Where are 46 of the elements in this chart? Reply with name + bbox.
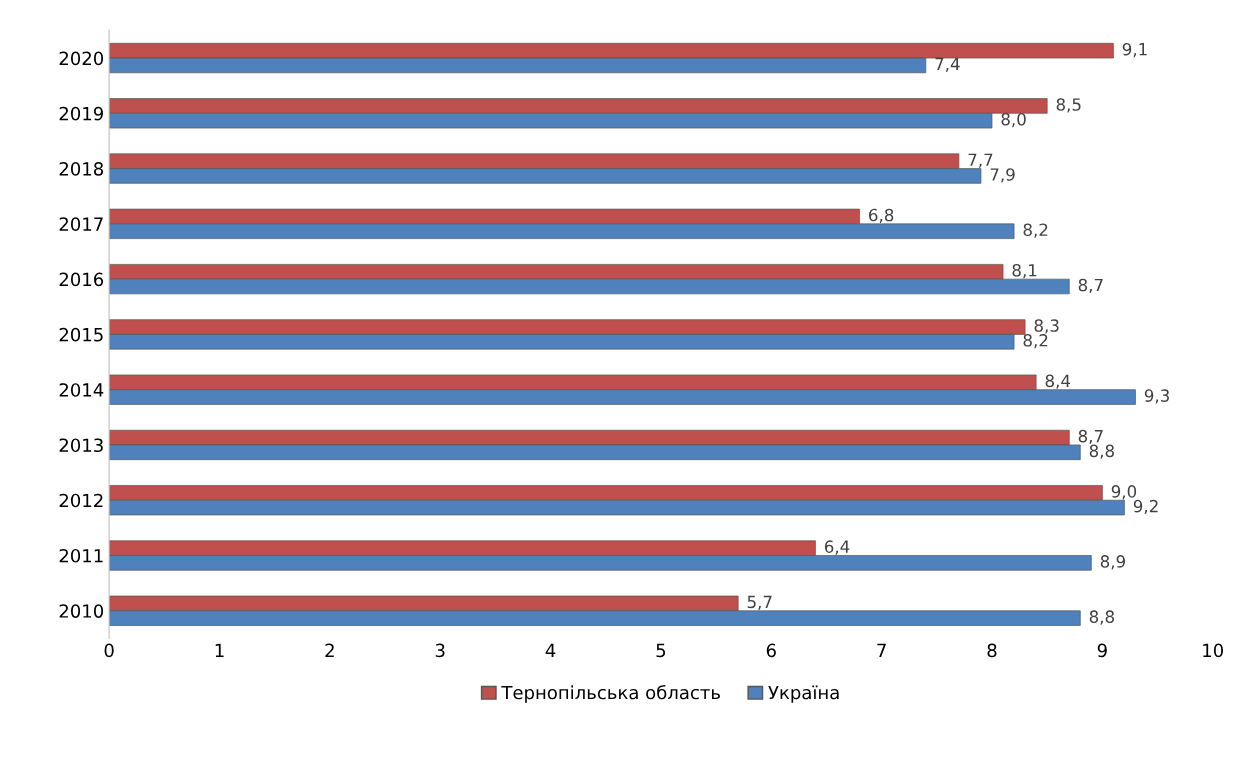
x-tick-label: 5 [656,643,666,658]
x-tick-label: 9 [1097,643,1107,658]
data-label: 7,4 [935,57,960,72]
data-label: 8,7 [1078,278,1103,294]
data-label: 9,0 [1111,485,1137,500]
data-label: 8,8 [1089,444,1114,459]
data-label: 7,7 [968,153,993,168]
y-tick-label: 2012 [59,493,103,508]
data-label: 8,2 [1023,334,1048,349]
data-label: 8,9 [1100,555,1125,570]
data-label: 9,1 [1122,42,1147,58]
y-tick-label: 2019 [59,106,103,121]
legend-label: Тернопільська область [501,685,720,703]
x-tick-label: 1 [215,643,224,657]
data-label: 8,2 [1023,223,1048,238]
y-tick-label: 2011 [59,548,103,563]
y-tick-label: 2018 [59,162,104,176]
x-tick-label: 2 [325,643,334,657]
y-tick-label: 2020 [59,51,104,66]
data-label: 8,4 [1045,374,1071,389]
y-tick-label: 2015 [59,327,103,342]
legend-label: Україна [768,685,839,703]
data-label: 9,3 [1144,389,1169,404]
x-tick-label: 8 [987,643,997,658]
x-tick-label: 3 [435,643,445,658]
data-label: 8,8 [1089,610,1114,625]
data-label: 7,9 [990,168,1015,183]
data-label: 8,0 [1001,112,1026,128]
y-tick-label: 2010 [59,604,104,618]
data-label: 6,8 [869,208,894,224]
y-tick-label: 2013 [59,438,103,453]
data-label: 8,1 [1012,263,1037,279]
x-tick-label: 7 [877,643,886,657]
data-label: 8,7 [1078,429,1103,445]
data-label: 9,2 [1133,499,1158,515]
y-tick-label: 2016 [59,272,104,287]
data-label: 5,7 [747,595,772,610]
x-tick-label: 0 [104,643,114,658]
y-tick-label: 2014 [59,383,104,397]
data-label: 8,3 [1034,319,1059,334]
x-tick-label: 4 [545,643,556,657]
x-tick-label: 6 [766,643,776,658]
data-label: 8,5 [1056,98,1081,113]
x-tick-label: 10 [1203,643,1224,658]
y-tick-label: 2017 [59,217,103,231]
data-label: 6,4 [824,540,850,555]
